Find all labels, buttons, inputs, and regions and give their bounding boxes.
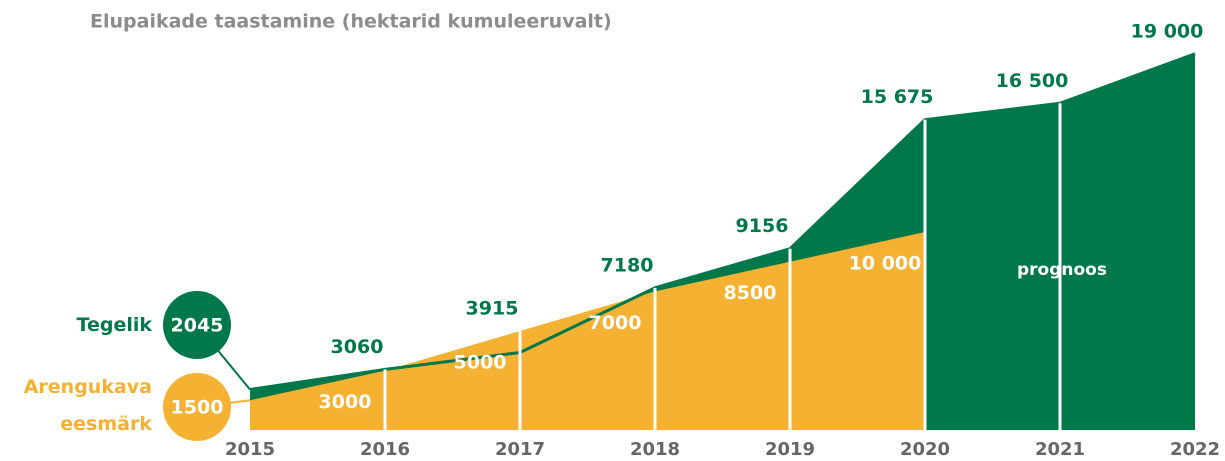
start-label: 2045 [171, 315, 224, 337]
chart-title: Elupaikade taastamine (hektarid kumuleer… [90, 11, 612, 33]
x-tick-label: 2019 [765, 439, 815, 460]
start-bubble [163, 373, 231, 441]
actual-label: 3060 [331, 336, 384, 358]
actual-label: 3915 [466, 298, 519, 320]
target-label: 7000 [589, 312, 642, 334]
start-label: 1500 [171, 397, 224, 419]
target-label: 5000 [454, 352, 507, 374]
actual-label: 15 675 [861, 86, 934, 108]
forecast-annotation: prognoos [1017, 260, 1107, 280]
actual-label: 7180 [601, 254, 654, 276]
legend-actual: Tegelik [76, 314, 152, 336]
x-tick-label: 2020 [900, 439, 950, 460]
x-tick-label: 2021 [1035, 439, 1085, 460]
area-0 [250, 53, 1195, 431]
x-tick-label: 2015 [225, 439, 275, 460]
x-tick-label: 2016 [360, 439, 410, 460]
actual-label: 19 000 [1131, 20, 1204, 42]
actual-line [249, 52, 1196, 391]
x-tick-label: 2018 [630, 439, 680, 460]
x-tick-label: 2017 [495, 439, 545, 460]
x-tick-label: 2022 [1170, 439, 1220, 460]
legend-target: Arengukava eesmärk [23, 376, 152, 435]
area-1 [250, 232, 925, 430]
start-bubble [163, 291, 231, 359]
target-label: 3000 [319, 391, 372, 413]
target-label: 10 000 [849, 253, 922, 275]
target-label: 8500 [724, 282, 777, 304]
actual-label: 9156 [736, 215, 789, 237]
actual-label: 16 500 [996, 70, 1069, 92]
